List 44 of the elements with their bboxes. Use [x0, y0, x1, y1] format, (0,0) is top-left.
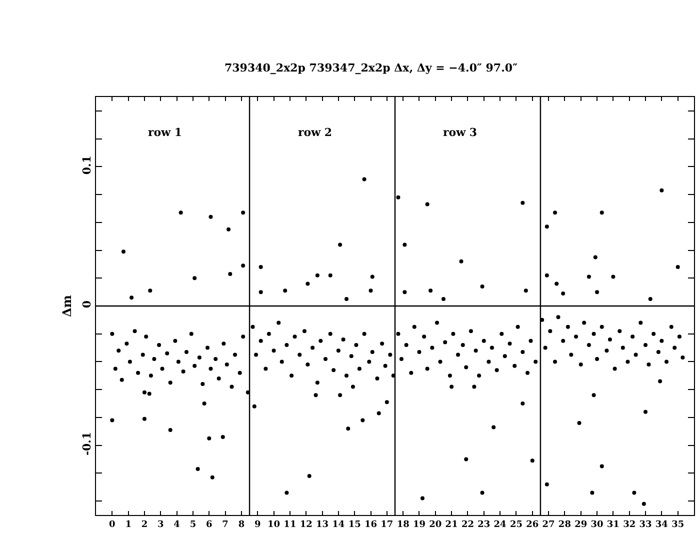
x-tick-label: 17 [380, 520, 394, 530]
x-tick-label: 23 [478, 520, 490, 530]
x-tick-label: 19 [412, 520, 426, 530]
y-tick-label: 0.1 [80, 155, 94, 175]
x-tick-label: 5 [190, 520, 196, 530]
y-axis-title: Δm [60, 294, 74, 318]
x-tick-label: 11 [284, 520, 296, 530]
x-tick-label: 31 [606, 520, 620, 530]
x-tick-label: 15 [348, 520, 361, 530]
x-tick-label: 6 [206, 520, 212, 530]
x-tick-label: 27 [542, 520, 555, 530]
x-tick-label: 34 [655, 520, 668, 530]
x-tick-label: 12 [300, 520, 312, 530]
x-tick-label: 20 [429, 520, 442, 530]
x-tick-label: 2 [141, 520, 148, 530]
x-tick-label: 29 [574, 520, 588, 530]
chart-title: 739340_2x2p 739347_2x2p Δx, Δy = −4.0″ 97.0″ [224, 61, 518, 74]
annotation: row 3 [443, 126, 478, 139]
x-tick-label: 0 [109, 520, 116, 530]
x-tick-label: 4 [174, 520, 180, 530]
x-tick-label: 14 [332, 520, 345, 530]
x-tick-label: 28 [558, 520, 571, 530]
x-tick-label: 25 [510, 520, 522, 530]
y-tick-label: 0 [80, 300, 94, 308]
x-tick-label: 33 [639, 520, 652, 530]
y-tick-label: -0.1 [80, 432, 94, 456]
x-tick-label: 32 [623, 520, 636, 530]
x-tick-label: 24 [494, 520, 506, 530]
x-tick-label: 22 [461, 520, 474, 530]
x-tick-label: 9 [254, 520, 261, 530]
x-tick-label: 21 [445, 520, 458, 530]
x-tick-label: 10 [268, 520, 280, 530]
x-tick-label: 8 [238, 520, 245, 530]
x-tick-label: 13 [316, 520, 329, 530]
x-tick-label: 35 [672, 520, 684, 530]
x-tick-label: 1 [125, 520, 132, 530]
x-tick-label: 7 [222, 520, 228, 530]
annotation: row 2 [298, 126, 332, 139]
x-tick-label: 18 [396, 520, 410, 530]
x-tick-label: 16 [364, 520, 378, 530]
x-tick-label: 26 [526, 520, 539, 530]
x-tick-label: 30 [590, 520, 604, 530]
x-tick-label: 3 [158, 520, 164, 530]
annotation: row 1 [148, 126, 182, 139]
